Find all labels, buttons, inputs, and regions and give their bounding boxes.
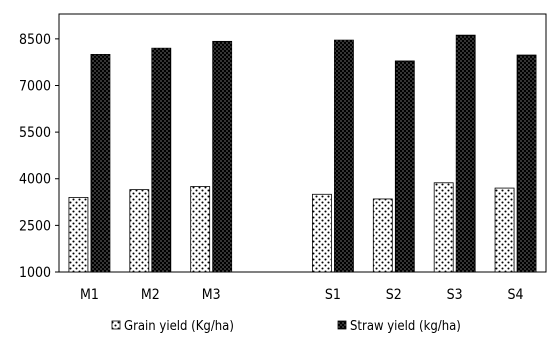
bar-straw-yield bbox=[516, 54, 537, 273]
bar-grain-yield bbox=[190, 186, 211, 273]
x-axis: M1 M2 M3 S1 S2 S3 S4 bbox=[80, 287, 524, 303]
bar-grain-yield bbox=[129, 189, 150, 273]
y-tick-label: 1000 bbox=[19, 265, 51, 281]
legend-label: Grain yield (Kg/ha) bbox=[124, 319, 234, 334]
y-axis: 1000 2500 4000 5500 7000 8500 bbox=[19, 32, 59, 281]
legend-label: Straw yield (kg/ha) bbox=[350, 319, 461, 334]
bar-grain-yield bbox=[372, 198, 393, 273]
bars bbox=[68, 34, 537, 273]
x-tick-label: M2 bbox=[141, 287, 160, 303]
bar-straw-yield bbox=[212, 40, 233, 273]
bar-straw-yield bbox=[394, 60, 415, 273]
bar-grain-yield bbox=[494, 187, 515, 273]
bar-grain-yield bbox=[433, 182, 454, 273]
legend: Grain yield (Kg/ha) Straw yield (kg/ha) bbox=[111, 319, 461, 334]
y-tick-label: 5500 bbox=[19, 125, 51, 141]
y-tick-label: 4000 bbox=[19, 172, 51, 188]
x-tick-label: M3 bbox=[202, 287, 221, 303]
legend-swatch bbox=[111, 320, 121, 330]
bar-straw-yield bbox=[334, 39, 354, 273]
y-tick-label: 8500 bbox=[19, 32, 51, 48]
bar-grain-yield bbox=[68, 196, 89, 273]
y-tick-label: 2500 bbox=[19, 218, 51, 234]
bar-straw-yield bbox=[90, 54, 111, 273]
x-tick-label: S4 bbox=[508, 287, 524, 303]
bar-grain-yield bbox=[312, 193, 332, 273]
bar-straw-yield bbox=[455, 34, 476, 273]
legend-swatch bbox=[337, 320, 347, 330]
x-tick-label: S1 bbox=[325, 287, 341, 303]
x-tick-label: M1 bbox=[80, 287, 99, 303]
y-tick-label: 7000 bbox=[19, 78, 51, 94]
bar-straw-yield bbox=[151, 47, 172, 273]
plot-frame bbox=[58, 13, 547, 273]
x-tick-label: S2 bbox=[386, 287, 402, 303]
x-tick-label: S3 bbox=[447, 287, 463, 303]
